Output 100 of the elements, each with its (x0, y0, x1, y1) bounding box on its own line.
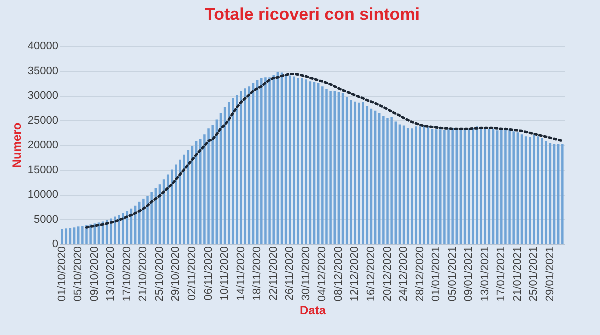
bar (472, 128, 474, 244)
y-tick-label: 10000 (28, 189, 58, 201)
x-tick-label: 01/01/2021 (430, 246, 443, 302)
x-axis-title: Data (300, 304, 326, 318)
x-tick-label: 29/10/2020 (170, 246, 182, 302)
bar (398, 124, 402, 244)
x-tick-label: 20/12/2020 (382, 246, 394, 302)
x-tick-label: 30/11/2020 (300, 246, 312, 301)
x-tick-label: 17/01/2021 (496, 246, 508, 302)
bar (293, 76, 296, 244)
y-tick-label: 5000 (34, 214, 58, 226)
bar (512, 132, 515, 244)
bar (322, 86, 324, 244)
bar (146, 196, 149, 244)
y-tick-label: 0 (52, 238, 58, 250)
bar (496, 130, 499, 244)
bar (435, 130, 438, 244)
bar (394, 122, 398, 244)
x-tick-label: 04/12/2020 (316, 246, 329, 302)
x-tick-label: 12/12/2020 (349, 246, 362, 302)
x-tick-label: 10/11/2020 (219, 246, 232, 301)
bar (444, 130, 446, 244)
x-tick-label: 02/11/2020 (186, 246, 199, 301)
bar (297, 78, 300, 244)
bar (480, 128, 482, 244)
x-tick-label: 13/10/2020 (105, 246, 118, 302)
bar (448, 130, 450, 244)
bar (508, 130, 511, 244)
bar (272, 75, 275, 244)
x-tick-label: 17/10/2020 (121, 246, 134, 302)
line-series (85, 72, 564, 229)
y-tick-label: 30000 (28, 90, 58, 102)
x-tick-label: 09/10/2020 (88, 246, 101, 302)
bar (330, 92, 332, 244)
bar (73, 228, 76, 244)
bar (289, 76, 292, 244)
bar (90, 224, 92, 244)
bar (326, 89, 328, 244)
bar (114, 216, 116, 244)
chart-title: Totale ricoveri con sintomi (204, 5, 420, 24)
bar (118, 215, 120, 244)
x-tick-label: 22/11/2020 (268, 246, 280, 301)
bar (61, 229, 64, 244)
bar (362, 102, 364, 244)
x-tick-label: 14/11/2020 (235, 246, 248, 301)
x-tick-label: 18/11/2020 (252, 246, 264, 301)
y-axis-title: Numero (10, 122, 24, 168)
y-tick-label: 15000 (28, 164, 58, 176)
bar (350, 100, 352, 244)
bar (504, 128, 507, 244)
x-tick-label: 01/10/2020 (56, 246, 68, 302)
bar (390, 117, 393, 244)
bar (236, 95, 238, 244)
x-tick-label: 13/01/2021 (479, 246, 492, 302)
bar (382, 116, 385, 244)
x-tick-label: 25/10/2020 (154, 246, 166, 302)
x-tick-label: 25/01/2021 (528, 246, 540, 302)
x-tick-label: 24/12/2020 (398, 246, 410, 302)
y-tick-label: 20000 (28, 140, 58, 152)
bar (440, 130, 442, 244)
x-tick-label: 29/01/2021 (544, 246, 556, 302)
bar (69, 228, 72, 244)
bar (354, 102, 356, 244)
bar (179, 160, 182, 244)
x-tick-label: 06/11/2020 (202, 246, 215, 301)
y-tick-label: 40000 (28, 40, 58, 52)
bar (301, 78, 304, 244)
bar (358, 102, 360, 244)
x-tick-label: 16/12/2020 (365, 246, 378, 302)
bar (82, 226, 84, 244)
x-tick-label: 05/10/2020 (72, 246, 85, 302)
bar (411, 128, 414, 244)
y-tick-label: 25000 (28, 114, 58, 127)
bar (212, 125, 214, 244)
bar (452, 128, 454, 244)
bar (500, 130, 503, 244)
x-tick-label: 09/01/2021 (463, 246, 476, 302)
bar (264, 78, 267, 244)
bar (260, 78, 263, 244)
bar (77, 226, 80, 244)
bar (415, 126, 418, 244)
bar (142, 198, 145, 244)
x-tick-label: 05/01/2021 (446, 246, 459, 302)
bar (402, 126, 406, 244)
bar (533, 135, 536, 244)
bar (419, 126, 422, 244)
bar (65, 228, 68, 244)
x-tick-label: 21/01/2021 (512, 246, 524, 302)
x-tick-label: 28/12/2020 (414, 246, 426, 302)
bar (150, 192, 153, 244)
bar (268, 78, 271, 244)
bar (476, 126, 478, 244)
bar (537, 136, 540, 244)
bar (386, 118, 389, 244)
bar (122, 213, 124, 244)
bar (562, 144, 564, 244)
x-tick-label: 26/11/2020 (284, 246, 296, 301)
bar (232, 98, 234, 244)
y-tick-label: 35000 (28, 65, 58, 78)
bar (541, 138, 544, 244)
